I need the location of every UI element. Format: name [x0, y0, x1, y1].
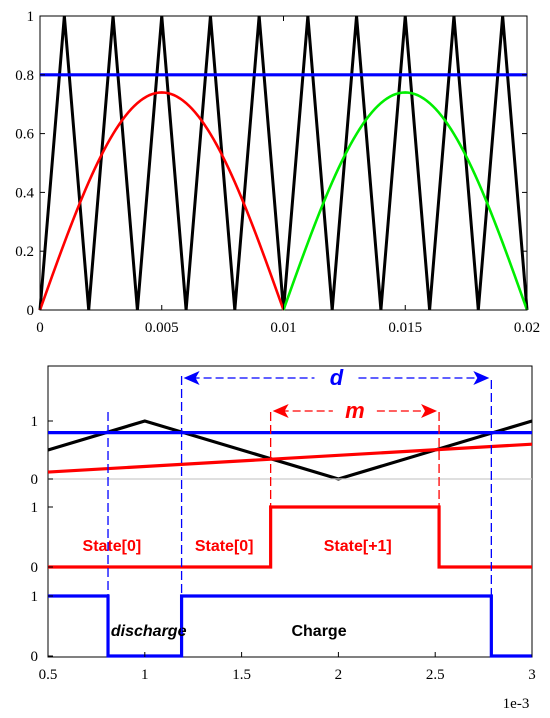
bottom-panel-0-series-0 — [47, 419, 533, 481]
top-x-tick-label-1: 0.005 — [145, 320, 179, 336]
bottom-plot-frame — [47, 365, 533, 658]
top-series-0 — [38, 15, 529, 311]
top-x-tick-label-4: 0.02 — [514, 320, 540, 336]
top-y-tick-label-4: 0.8 — [15, 68, 34, 84]
annotation-d-label: d — [330, 365, 344, 390]
state-label-0: State[0] — [83, 538, 142, 555]
bottom-panel-0-series-2 — [47, 442, 533, 474]
bottom-x-tick-label-5: 3 — [528, 667, 536, 683]
state-label-2: State[+1] — [324, 538, 392, 555]
bottom-panel-0-y-tick-label-0: 0 — [31, 472, 39, 488]
top-y-tick-label-3: 0.6 — [15, 127, 34, 143]
bottom-panel-1-y-tick-label-0: 0 — [31, 560, 39, 576]
mode-label-1: Charge — [291, 623, 346, 640]
top-x-tick-label-0: 0 — [36, 320, 44, 336]
top-y-tick-label-1: 0.2 — [15, 244, 34, 260]
top-series-3 — [282, 91, 529, 311]
annotation-d-right-arrowhead — [473, 371, 490, 385]
bottom-panel-2-y-tick-label-0: 0 — [31, 649, 39, 665]
bottom-panel-0-y-tick-label-1: 1 — [31, 414, 39, 430]
bottom-x-tick-label-3: 2 — [335, 667, 343, 683]
bottom-x-tick-label-1: 1 — [141, 667, 149, 683]
top-chart: 0 0.005 0.01 0.015 0.02 0 0.2 0.4 0.6 0.8 1 — [15, 9, 540, 336]
top-y-tick-label-0: 0 — [27, 303, 35, 319]
bottom-x-tick-label-0: 0.5 — [39, 667, 58, 683]
annotation-m-label: m — [345, 398, 365, 423]
bottom-panel-1-y-tick-label-1: 1 — [31, 500, 39, 516]
annotation-m-right-arrowhead — [421, 404, 438, 418]
state-label-1: State[0] — [195, 538, 254, 555]
top-series-2 — [38, 91, 285, 311]
top-plot-frame — [39, 15, 528, 311]
x-exponent-label: 1e-3 — [503, 696, 530, 712]
top-y-tick-label-5: 1 — [27, 9, 35, 25]
mode-label-0: discharge — [111, 623, 187, 640]
bottom-panel-2-y-tick-label-1: 1 — [31, 589, 39, 605]
top-y-tick-label-2: 0.4 — [15, 185, 34, 201]
bottom-chart: 0 1 0 1 0 1 State[0] State[0] State[+1] discharge… — [31, 365, 536, 712]
top-x-tick-label-3: 0.015 — [388, 320, 422, 336]
bottom-x-tick-label-4: 2.5 — [426, 667, 445, 683]
bottom-x-tick-label-2: 1.5 — [232, 667, 251, 683]
annotation-d-left-arrowhead — [183, 371, 200, 385]
top-x-tick-label-2: 0.01 — [270, 320, 296, 336]
annotation-m-left-arrowhead — [272, 404, 289, 418]
bottom-panel-1-series-0 — [48, 505, 532, 569]
